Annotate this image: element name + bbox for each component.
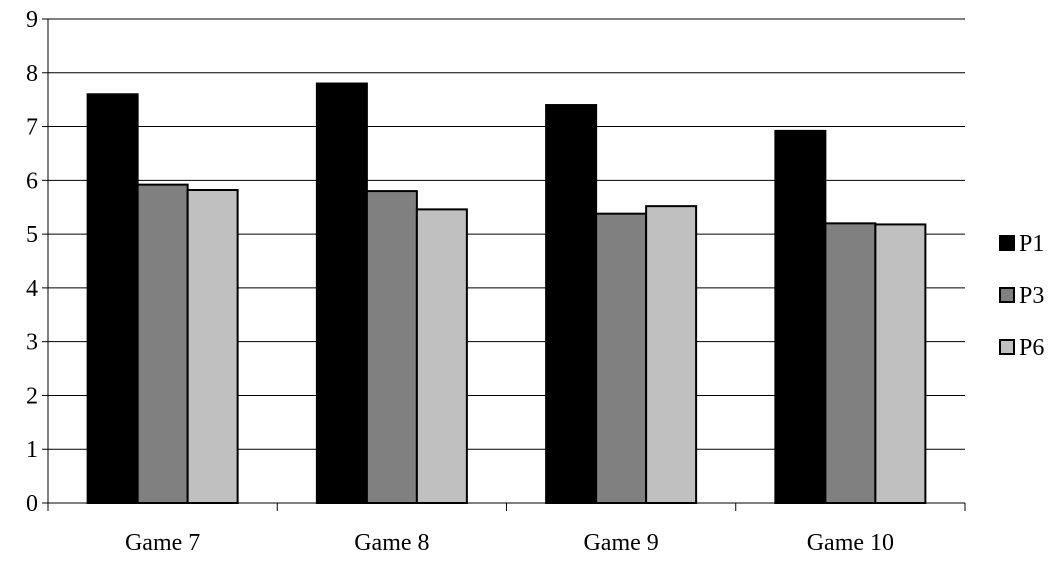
legend-label-p6: P6 <box>1019 335 1044 361</box>
legend-label-p1: P1 <box>1019 231 1044 257</box>
legend-label-p3: P3 <box>1019 283 1044 309</box>
bar-p6-game-7 <box>186 189 239 504</box>
x-category-label: Game 7 <box>125 530 200 556</box>
bar-p3-game-10 <box>824 222 877 504</box>
y-tick-label: 9 <box>26 7 38 33</box>
y-tick-label: 6 <box>26 168 38 194</box>
y-tick-label: 5 <box>26 222 38 248</box>
bar-p3-game-9 <box>595 212 648 504</box>
bar-p1-game-9 <box>545 104 598 505</box>
axes: 0 1 2 3 4 5 6 7 8 9 Game 7 Game 8 Game 9 Game 10 <box>26 7 966 556</box>
y-tick-label: 1 <box>26 437 38 463</box>
bar-p6-game-10 <box>874 223 927 504</box>
bar-p1-game-10 <box>774 129 827 504</box>
bar-p3-game-7 <box>136 183 189 504</box>
x-category-label: Game 10 <box>807 530 894 556</box>
y-tick-label: 4 <box>26 276 38 302</box>
y-tick-label: 3 <box>26 330 38 356</box>
bar-p1-game-7 <box>86 93 139 505</box>
x-category-label: Game 8 <box>354 530 429 556</box>
y-tick-label: 8 <box>26 61 38 87</box>
legend-swatch-p1 <box>999 235 1015 251</box>
bar-p3-game-8 <box>365 190 418 504</box>
x-category-label: Game 9 <box>583 530 658 556</box>
y-tick-label: 7 <box>26 115 38 141</box>
bar-p6-game-9 <box>645 205 698 504</box>
y-tick-label: 0 <box>26 491 38 517</box>
bar-p6-game-8 <box>415 208 468 505</box>
y-tick-label: 2 <box>26 383 38 409</box>
legend-swatch-p3 <box>999 287 1015 303</box>
bars <box>86 82 927 505</box>
legend-swatch-p6 <box>999 339 1015 355</box>
legend: P1 P3 P6 <box>999 231 1044 361</box>
bar-p1-game-8 <box>315 82 368 505</box>
